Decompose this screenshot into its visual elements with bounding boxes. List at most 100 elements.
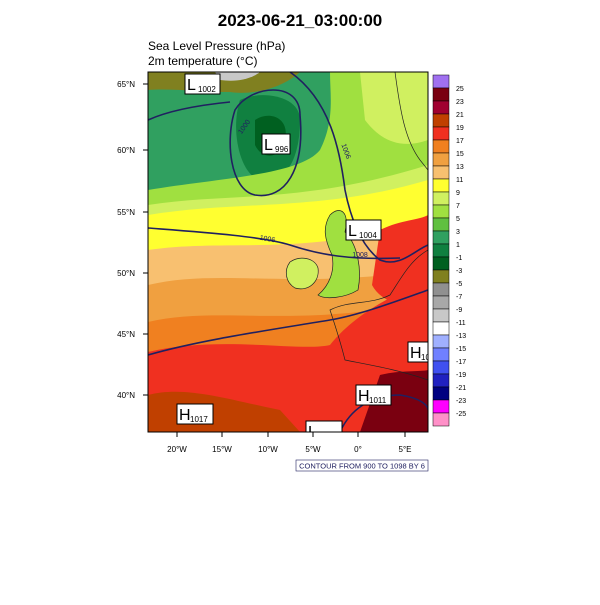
colorbar-label: -11 [456, 320, 466, 327]
land [285, 257, 319, 290]
center-letter: L [348, 223, 357, 240]
lat-label: 40°N [117, 391, 135, 400]
colorbar-label: 13 [456, 164, 464, 171]
lat-label: 60°N [117, 146, 135, 155]
field [215, 72, 260, 81]
center-letter: H [179, 407, 191, 424]
color-box [432, 100, 450, 115]
colorbar-label: 9 [456, 190, 460, 197]
color-box [432, 191, 450, 206]
pressure-center: H 10 [407, 341, 430, 363]
axes: 65°N 60°N 55°N 50°N 45°N 40°N 20°W 15°W 10°W 5°W 0… [117, 80, 411, 454]
colorbar-label: -23 [456, 398, 466, 405]
colorbar-label: -1 [456, 255, 462, 262]
color-box [432, 308, 450, 323]
color-box [432, 87, 450, 102]
color-box [432, 230, 450, 245]
colorbar-label: -19 [456, 372, 466, 379]
center-value: 10 [421, 353, 430, 362]
contour [339, 394, 428, 432]
color-box [432, 360, 450, 375]
color-box [432, 399, 450, 414]
pressure-center: H 1011 [355, 384, 392, 406]
pressure-center: L 996 [261, 133, 291, 155]
contour [148, 227, 401, 260]
colorbar-label: 15 [456, 151, 464, 158]
colorbar-label: 25 [456, 86, 464, 93]
center-value: 1011 [369, 396, 387, 405]
center-box [184, 73, 221, 95]
note-box [295, 459, 429, 472]
color-box [432, 165, 450, 180]
color-box [432, 321, 450, 336]
contour [289, 72, 428, 263]
lat-label: 50°N [117, 269, 135, 278]
colorbar-label: 23 [456, 99, 464, 106]
contour-label: 1008 [352, 252, 368, 259]
center-box [355, 384, 392, 406]
colorbar: 25 23 21 19 17 15 13 11 9 7 5 3 1 -1 -3 -5 -7 -9 -11 -13 -15… [432, 74, 466, 427]
center-letter: L [187, 77, 196, 94]
contour-label: 1006 [339, 143, 351, 160]
contour [148, 289, 428, 356]
field [360, 72, 428, 144]
coastline [394, 72, 428, 171]
color-box [432, 152, 450, 167]
colorbar-label: 7 [456, 203, 460, 210]
lon-label: 10°W [258, 445, 278, 454]
color-box [432, 256, 450, 271]
coastline [329, 249, 428, 381]
color-box [432, 295, 450, 310]
center-value: 1012 [319, 432, 337, 441]
color-box [432, 113, 450, 128]
colorbar-label: -21 [456, 385, 466, 392]
center-letter: L [308, 424, 317, 441]
pressure-center: H 1017 [176, 403, 214, 425]
contour [229, 89, 302, 197]
colorbar-label: 1 [456, 242, 460, 249]
center-box [261, 133, 291, 155]
color-box [432, 217, 450, 232]
lat-label: 65°N [117, 80, 135, 89]
color-box [432, 126, 450, 141]
color-box [432, 334, 450, 349]
colorbar-label: -3 [456, 268, 462, 275]
colorbar-label: -17 [456, 359, 466, 366]
contour-note: CONTOUR FROM 900 TO 1098 BY 6 [299, 462, 425, 471]
lon-label: 15°W [212, 445, 232, 454]
center-letter: H [358, 388, 370, 405]
color-box [432, 412, 450, 427]
center-letter: L [264, 137, 273, 154]
lat-label: 55°N [117, 208, 135, 217]
center-value: 1002 [198, 85, 216, 94]
lon-label: 5°E [399, 445, 412, 454]
center-value: 1004 [359, 231, 377, 240]
lon-label: 5°W [305, 445, 321, 454]
color-box [432, 178, 450, 193]
colorbar-label: -13 [456, 333, 466, 340]
color-box [432, 139, 450, 154]
center-value: 996 [275, 145, 289, 154]
colorbar-label: -25 [456, 411, 466, 418]
center-box [407, 341, 428, 363]
colorbar-label: 21 [456, 112, 464, 119]
map-frame [147, 71, 429, 433]
contour [148, 101, 231, 121]
title: 2023-06-21_03:00:00 [218, 11, 382, 30]
colorbar-label: -5 [456, 281, 462, 288]
colorbar-label: 19 [456, 125, 464, 132]
color-box [432, 347, 450, 362]
contours [148, 72, 428, 432]
color-box [432, 386, 450, 401]
pressure-center: L 1012 [305, 420, 343, 441]
colorbar-label: 3 [456, 229, 460, 236]
contour-label: 1006 [259, 235, 276, 245]
center-letter: H [410, 345, 422, 362]
colorbar-label: 17 [456, 138, 464, 145]
subtitle: Sea Level Pressure (hPa) [148, 39, 285, 53]
color-box [432, 282, 450, 297]
pressure-center: L 1004 [345, 219, 382, 241]
color-box [432, 74, 450, 89]
